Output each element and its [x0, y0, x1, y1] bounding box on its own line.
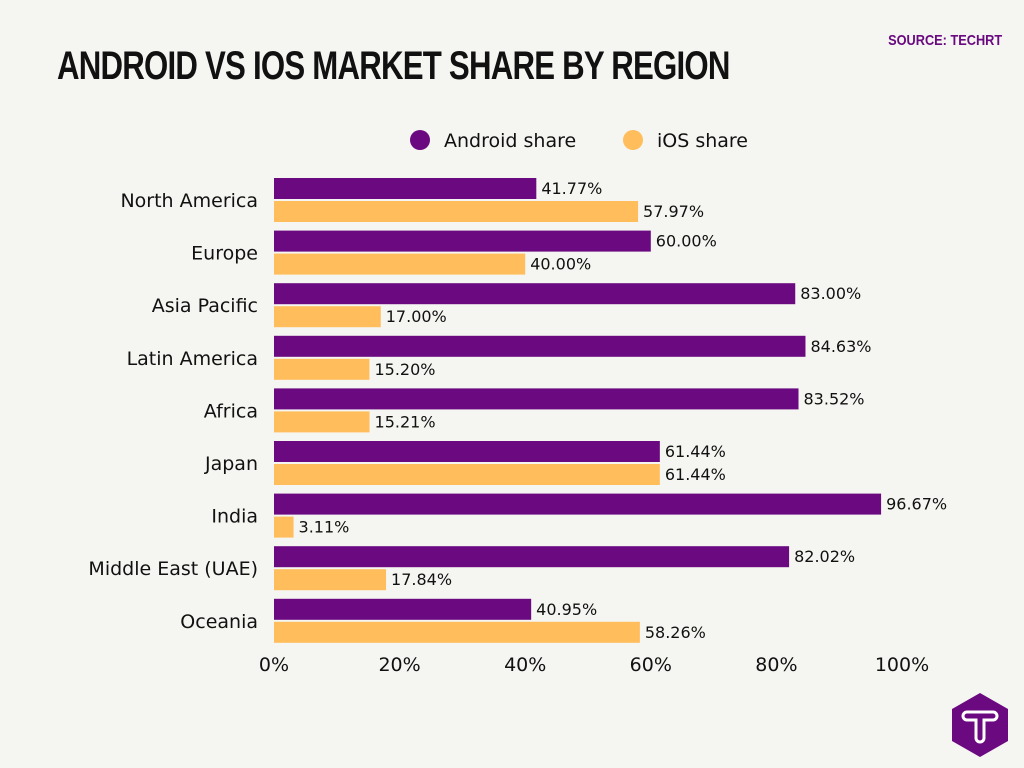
ios-bar [274, 516, 294, 538]
ios-value-label: 58.26% [645, 623, 706, 642]
ios-value-label: 17.84% [391, 570, 452, 589]
x-tick-label: 40% [504, 654, 546, 676]
x-tick-label: 80% [755, 654, 797, 676]
android-value-label: 41.77% [541, 179, 602, 198]
ios-value-label: 40.00% [530, 255, 591, 274]
category-label: Latin America [127, 348, 258, 370]
android-bar [274, 230, 651, 252]
android-value-label: 60.00% [656, 232, 717, 251]
category-label: Asia Pacific [152, 295, 258, 317]
legend-ios-label: iOS share [657, 130, 748, 152]
android-bar [274, 388, 799, 410]
ios-value-label: 61.44% [665, 465, 726, 484]
android-bar [274, 441, 660, 462]
ios-value-label: 17.00% [386, 307, 447, 326]
x-tick-label: 100% [875, 654, 929, 676]
category-label: North America [120, 190, 258, 212]
ios-bar [274, 306, 381, 328]
legend-android-marker [410, 130, 430, 150]
android-value-label: 40.95% [536, 600, 597, 619]
ios-bar [274, 253, 526, 275]
android-bar [274, 598, 532, 620]
android-value-label: 96.67% [886, 495, 947, 514]
ios-bar [274, 358, 370, 380]
category-label: Japan [204, 453, 258, 475]
x-tick-label: 20% [378, 654, 420, 676]
chart-title: ANDROID VS IOS MARKET SHARE BY REGION [57, 44, 730, 88]
android-bar [274, 546, 790, 568]
category-label: India [211, 506, 258, 528]
ios-bar [274, 411, 370, 433]
android-bar [274, 283, 796, 305]
legend-android-label: Android share [444, 130, 576, 152]
ios-value-label: 15.21% [375, 412, 436, 431]
android-bar [274, 335, 806, 357]
ios-bar [274, 621, 640, 643]
ios-bar [274, 464, 660, 485]
ios-bar [274, 569, 387, 591]
android-value-label: 83.00% [800, 284, 861, 303]
ios-value-label: 15.20% [374, 360, 435, 379]
x-tick-label: 0% [259, 654, 289, 676]
category-label: Africa [204, 400, 258, 422]
source-label: SOURCE: TECHRT [887, 32, 1002, 49]
android-bar [274, 178, 537, 199]
legend-ios-marker [623, 130, 643, 150]
android-value-label: 61.44% [665, 442, 726, 461]
android-bar [274, 493, 882, 515]
category-label: Europe [191, 243, 258, 265]
techrt-t-logo-icon [952, 693, 1008, 757]
android-value-label: 84.63% [810, 337, 871, 356]
android-value-label: 83.52% [804, 389, 865, 408]
category-label: Oceania [180, 611, 258, 633]
category-label: Middle East (UAE) [88, 558, 258, 580]
ios-bar [274, 201, 639, 222]
ios-value-label: 3.11% [299, 518, 350, 537]
ios-value-label: 57.97% [643, 202, 704, 221]
x-tick-label: 60% [630, 654, 672, 676]
android-value-label: 82.02% [794, 547, 855, 566]
